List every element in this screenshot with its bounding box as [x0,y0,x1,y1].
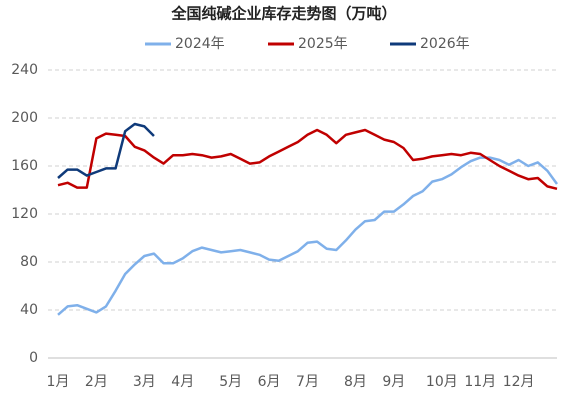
series-line [57,122,155,179]
x-tick-label: 10月 [426,374,458,390]
x-tick-label: 3月 [133,374,156,390]
x-tick-label: 7月 [296,374,319,390]
chart-title: 全国纯碱企业库存走势图（万吨） [170,5,396,23]
x-tick-label: 5月 [219,374,242,390]
y-tick-label: 200 [11,110,38,126]
y-tick-label: 40 [20,302,38,318]
legend-label: 2025年 [298,36,348,52]
series-line [57,156,559,316]
x-tick-label: 2月 [85,374,108,390]
y-tick-label: 80 [20,254,38,270]
x-tick-label: 11月 [464,374,496,390]
y-tick-label: 0 [29,350,38,366]
y-tick-label: 240 [11,62,38,78]
legend-label: 2026年 [420,36,470,52]
series-line [57,128,558,191]
legend-label: 2024年 [175,36,225,52]
y-tick-label: 120 [11,206,38,222]
x-tick-label: 4月 [171,374,194,390]
x-tick-label: 1月 [47,374,70,390]
x-tick-label: 9月 [382,374,405,390]
y-tick-label: 160 [11,158,38,174]
x-tick-label: 8月 [344,374,367,390]
x-tick-label: 12月 [503,374,535,390]
x-tick-label: 6月 [258,374,281,390]
